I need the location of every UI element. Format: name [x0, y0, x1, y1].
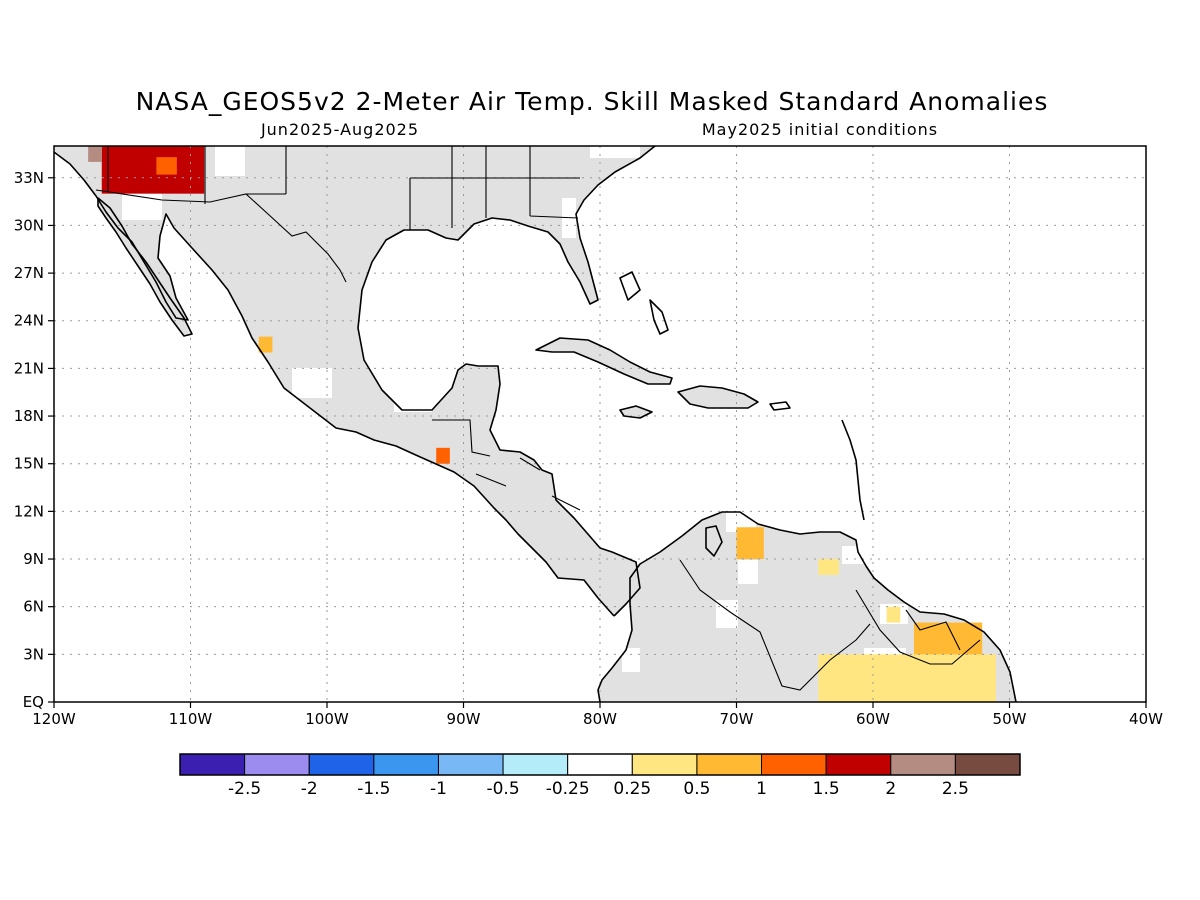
colorbar-swatch-5	[502, 753, 569, 776]
colorbar-label-2: -1.5	[357, 779, 390, 799]
colorbar-swatch-6	[567, 753, 633, 776]
chart-title: NASA_GEOS5v2 2-Meter Air Temp. Skill Mas…	[136, 87, 1049, 116]
map-area	[54, 146, 1146, 702]
colorbar-label-3: -1	[430, 779, 447, 799]
x-tick-label-8: 40W	[1129, 710, 1163, 728]
y-tick-label-6: 18N	[14, 407, 44, 425]
anomaly-cell-5	[736, 527, 764, 560]
coast-jamaica	[619, 405, 653, 419]
coast-cuba	[535, 337, 673, 385]
x-tick-label-6: 60W	[856, 710, 890, 728]
colorbar-swatch-10	[825, 753, 892, 776]
border-us-states-east	[409, 146, 580, 230]
colorbar-swatch-9	[761, 753, 827, 776]
border-central-america	[432, 419, 581, 511]
colorbar-swatch-12	[954, 753, 1021, 776]
anomaly-cell-0	[101, 146, 205, 194]
colorbar-label-5: -0.25	[546, 779, 590, 799]
colorbar-swatch-2	[308, 753, 375, 776]
colorbar-frame	[179, 753, 1021, 776]
y-tick-label-3: 9N	[23, 550, 44, 568]
y-tick-label-1: 3N	[23, 645, 44, 663]
anomaly-layer	[88, 146, 996, 702]
y-tick-label-7: 21N	[14, 359, 44, 377]
anomaly-cell-3	[258, 336, 273, 353]
anomaly-cell-7	[886, 606, 901, 623]
colorbar-label-8: 1	[756, 779, 767, 799]
land-north-america	[54, 146, 655, 616]
colorbar: -2.5 -2 -1.5 -1 -0.5 -0.25 0.25 0.5 1 1.5 2 2.5	[179, 753, 1021, 799]
coast-lesser-antilles	[841, 419, 865, 521]
colorbar-label-1: -2	[301, 779, 318, 799]
colorbar-label-6: 0.25	[613, 779, 651, 799]
colorbar-swatch-11	[890, 753, 956, 776]
colorbar-swatch-0	[179, 753, 246, 776]
y-tick-label-4: 12N	[14, 502, 44, 520]
y-tick-label-2: 6N	[23, 598, 44, 616]
land-cuba	[536, 338, 672, 384]
colorbar-label-9: 1.5	[813, 779, 840, 799]
y-tick-label-0: EQ	[23, 693, 44, 711]
chart-subtitle-initial-conditions: May2025 initial conditions	[702, 120, 938, 139]
anomaly-cell-2	[88, 146, 102, 162]
anomaly-cell-6	[818, 559, 839, 575]
x-tick-label-3: 90W	[447, 710, 481, 728]
coast-south-america	[597, 511, 1017, 702]
colorbar-swatch-7	[631, 753, 698, 776]
x-tick-label-2: 100W	[305, 710, 349, 728]
land-hispaniola	[678, 386, 758, 408]
chart-subtitle-period: Jun2025-Aug2025	[260, 120, 419, 139]
coast-bahamas	[649, 299, 669, 335]
colorbar-swatch-1	[244, 753, 310, 776]
coast-florida-keys	[619, 271, 641, 301]
masked-land-patches	[122, 146, 908, 672]
y-tick-label-5: 15N	[14, 455, 44, 473]
coastlines	[54, 146, 1017, 702]
y-tick-label-8: 24N	[14, 312, 44, 330]
coast-baja	[97, 197, 193, 337]
x-tick-label-0: 120W	[32, 710, 76, 728]
anomaly-cell-9	[818, 654, 996, 702]
colorbar-label-11: 2.5	[942, 779, 969, 799]
x-tick-label-5: 70W	[720, 710, 754, 728]
x-tick-label-1: 110W	[169, 710, 213, 728]
coast-lake-maracaibo	[705, 525, 723, 557]
anomaly-cell-1	[156, 157, 177, 175]
colorbar-swatch-3	[373, 753, 439, 776]
map-axes: 120W 110W 100W 90W 80W 70W 60W 50W 40W EQ 3N 6N 9N 12…	[14, 169, 1163, 728]
y-tick-label-10: 30N	[14, 216, 44, 234]
border-us-mexico	[95, 189, 347, 283]
colorbar-label-0: -2.5	[228, 779, 261, 799]
coast-puerto-rico	[769, 401, 791, 411]
colorbar-label-4: -0.5	[486, 779, 519, 799]
gridlines	[54, 146, 1146, 702]
coast-north-america	[357, 146, 656, 617]
colorbar-label-10: 2	[885, 779, 896, 799]
border-south-america-north	[679, 559, 981, 691]
border-us-states-west	[107, 146, 287, 204]
colorbar-swatch-8	[696, 753, 763, 776]
coast-pacific-mexico	[54, 151, 615, 617]
y-tick-label-11: 33N	[14, 169, 44, 187]
colorbar-swatch-4	[437, 753, 504, 776]
x-tick-label-7: 50W	[993, 710, 1027, 728]
political-borders	[95, 146, 981, 691]
anomaly-cell-4	[436, 447, 450, 464]
y-tick-label-9: 27N	[14, 264, 44, 282]
x-tick-label-4: 80W	[583, 710, 617, 728]
coast-hispaniola	[677, 385, 759, 409]
colorbar-label-7: 0.5	[683, 779, 710, 799]
